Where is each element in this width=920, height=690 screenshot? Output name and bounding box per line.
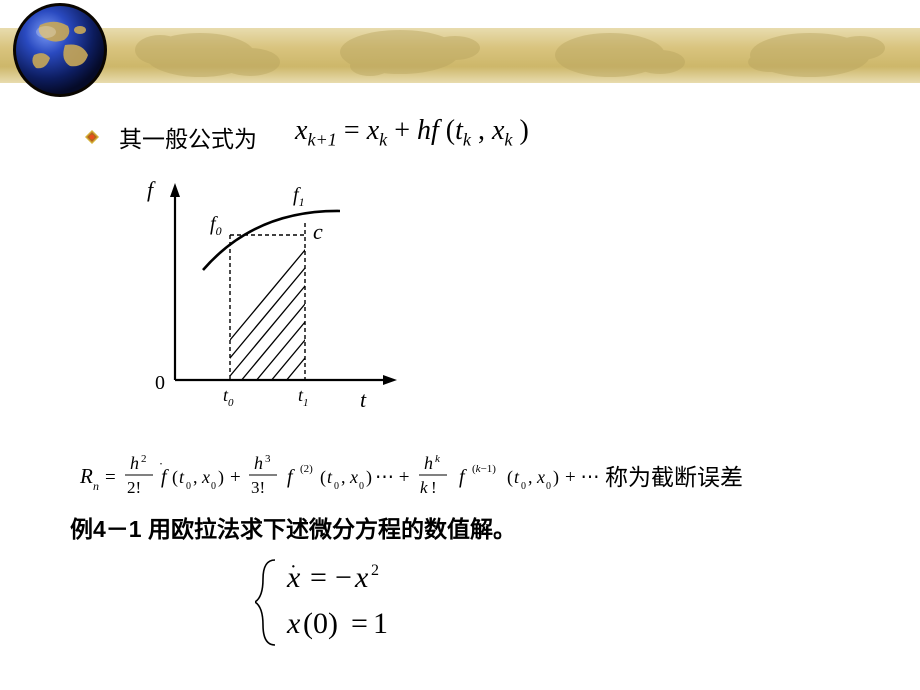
svg-text:,: ,	[528, 467, 533, 487]
svg-text:̇: ̇	[160, 462, 162, 464]
svg-text:0: 0	[521, 481, 526, 492]
label-f0: f0	[210, 213, 222, 238]
svg-text:): )	[218, 467, 224, 488]
svg-text:0: 0	[334, 481, 339, 492]
svg-text:,: ,	[193, 467, 198, 487]
svg-text:f: f	[161, 466, 169, 488]
svg-text:−: −	[335, 561, 352, 594]
header-band	[0, 0, 920, 90]
svg-text:(k−1): (k−1)	[472, 463, 496, 475]
main-formula: xk+1 = xk + hf (tk , xk )	[295, 115, 529, 151]
svg-text:x: x	[349, 467, 358, 487]
svg-text:0: 0	[186, 481, 191, 492]
svg-text:(2): (2)	[300, 463, 313, 475]
label-f: f	[147, 177, 156, 202]
label-t0: t0	[223, 385, 234, 409]
example-text: 用欧拉法求下述微分方程的数值解。	[148, 516, 516, 542]
svg-text:h: h	[254, 453, 263, 473]
svg-text:h: h	[424, 453, 433, 473]
svg-text:+: +	[230, 467, 241, 488]
rn-formula: R n = h 2 2! f ̇ (t0,x0) + h 3 3! f (2) …	[75, 450, 895, 500]
label-t1: t1	[298, 385, 309, 409]
svg-text:k: k	[420, 478, 428, 497]
svg-text:(: (	[507, 467, 513, 488]
label-c: c	[313, 219, 323, 244]
svg-text:x: x	[201, 467, 210, 487]
ode-system: x · = − x 2 x (0) = 1	[255, 555, 475, 655]
example-prefix: 例4－1	[70, 516, 148, 542]
svg-text:1: 1	[373, 607, 388, 640]
label-zero: 0	[155, 372, 165, 394]
example-line: 例4－1 用欧拉法求下述微分方程的数值解。	[70, 510, 516, 544]
svg-text:k: k	[435, 453, 441, 465]
svg-text:=: =	[310, 561, 327, 594]
svg-text:R: R	[79, 464, 93, 488]
globe-icon	[10, 0, 110, 100]
svg-text:3!: 3!	[251, 478, 265, 497]
svg-text:3: 3	[265, 453, 271, 465]
svg-text:2: 2	[371, 562, 379, 579]
svg-text:,: ,	[341, 467, 346, 487]
line1-text: 其一般公式为	[119, 120, 257, 154]
svg-text:0: 0	[211, 481, 216, 492]
svg-text:t: t	[514, 467, 520, 487]
euler-diagram: f f0 f1 c 0 t0 t1 t	[135, 175, 415, 420]
svg-text:t: t	[327, 467, 333, 487]
svg-text:h: h	[130, 453, 139, 473]
svg-text:): )	[553, 467, 559, 488]
svg-text:0: 0	[546, 481, 551, 492]
svg-text:f: f	[459, 466, 467, 488]
svg-text:!: !	[431, 478, 437, 497]
svg-text:(: (	[320, 467, 326, 488]
svg-text:=: =	[351, 607, 368, 640]
svg-text:x: x	[354, 561, 369, 594]
svg-text:): )	[366, 467, 372, 488]
svg-text:f: f	[287, 466, 295, 488]
svg-text:2!: 2!	[127, 478, 141, 497]
label-f1: f1	[293, 184, 305, 209]
svg-text:x: x	[536, 467, 545, 487]
rn-tail-text: 称为截断误差	[605, 464, 743, 490]
svg-text:0: 0	[359, 481, 364, 492]
svg-text:t: t	[179, 467, 185, 487]
svg-text:⋯ +: ⋯ +	[375, 467, 409, 488]
svg-text:x: x	[286, 607, 301, 640]
line1: 其一般公式为	[85, 120, 257, 154]
label-t: t	[360, 387, 367, 412]
svg-text:(0): (0)	[303, 607, 338, 640]
svg-text:2: 2	[141, 453, 147, 465]
svg-text:+ ⋯: + ⋯	[565, 467, 599, 488]
diamond-bullet-icon	[85, 130, 99, 144]
svg-text:=: =	[105, 467, 116, 488]
svg-text:·: ·	[290, 556, 297, 578]
svg-text:n: n	[93, 479, 99, 493]
svg-text:(: (	[172, 467, 178, 488]
